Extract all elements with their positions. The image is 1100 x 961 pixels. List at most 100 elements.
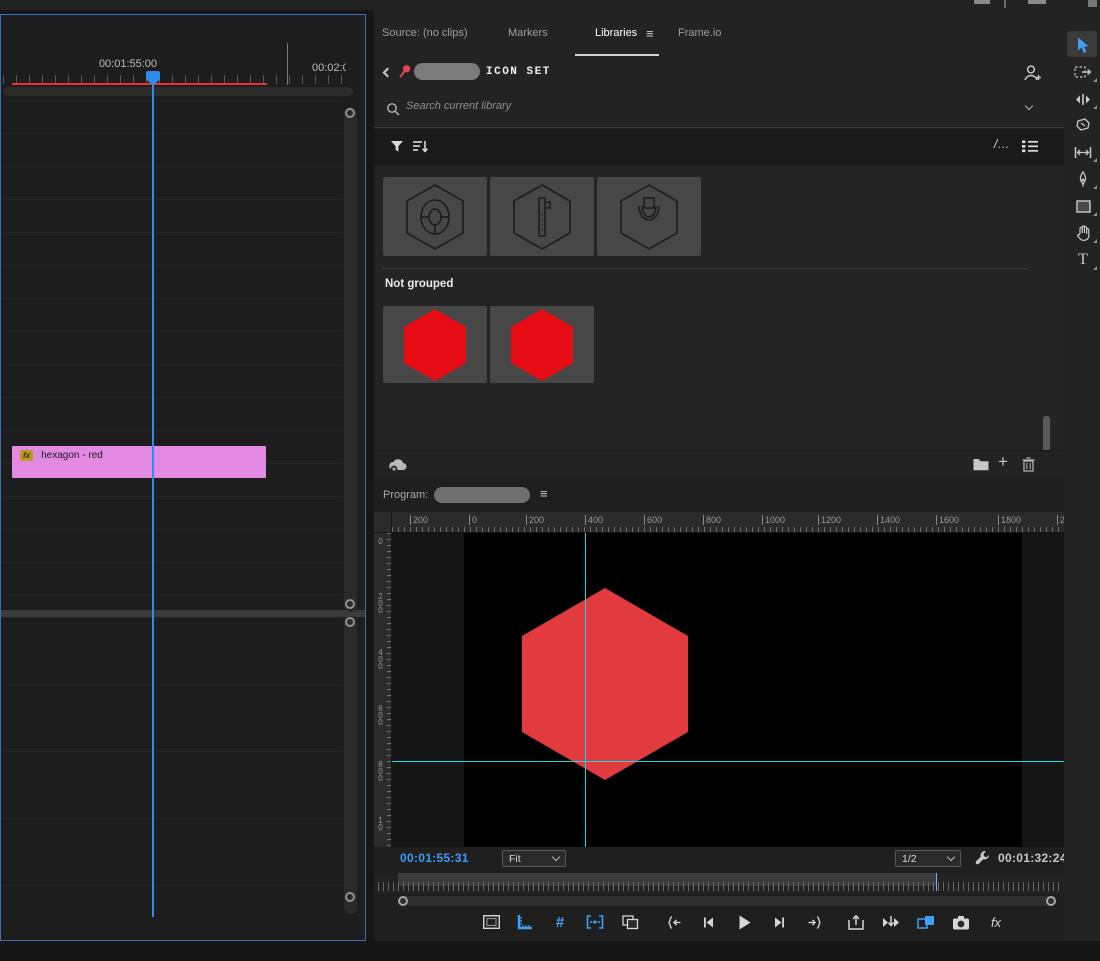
timeline-horizontal-scrollbar[interactable] [3,87,353,96]
tab-frameio[interactable]: Frame.io [678,27,722,39]
program-vertical-ruler: 0 200 400 600 800 10 [374,533,392,847]
guides-button[interactable]: # [555,913,565,931]
timeline-audio-scrollbar-bottom-handle[interactable] [345,892,355,902]
play-button[interactable] [729,908,759,936]
timeline-audio-tracks[interactable] [1,617,343,917]
timeline-track-divider[interactable] [1,610,365,617]
top-bar [0,0,1100,10]
program-zoom-scrollbar[interactable] [398,896,1056,906]
collaborator-invite-icon[interactable] [1022,63,1042,83]
tab-source[interactable]: Source: (no clips) [382,27,468,39]
lift-button[interactable] [841,908,871,936]
timeline-video-scrollbar[interactable] [344,107,357,612]
library-asset-steering-wheel-hexagon[interactable] [383,177,487,256]
library-scrollbar-thumb[interactable] [1043,416,1050,453]
timeline-video-tracks[interactable] [1,100,343,610]
filter-icon[interactable] [390,140,404,153]
rename-pattern-icon[interactable]: /… [994,137,1010,151]
list-view-icon[interactable] [1022,140,1038,153]
global-fx-mute-button[interactable]: fx [981,908,1011,936]
razor-tool[interactable] [1066,113,1100,137]
slip-tool[interactable] [1066,140,1100,164]
timeline-clip-hexagon-red[interactable]: fx hexagon - red [12,446,266,478]
search-input[interactable] [406,100,966,112]
subtool-indicator [1093,78,1097,82]
window-control-fragment[interactable] [974,0,990,4]
ripple-edit-tool[interactable] [1066,87,1100,111]
pin-icon[interactable] [398,64,412,80]
new-folder-icon[interactable] [973,458,989,471]
zoom-scrollbar-left-handle[interactable] [398,896,408,906]
extract-button[interactable] [876,908,906,936]
library-name-suffix[interactable]: ICON SET [486,66,551,78]
rulers-button[interactable] [510,908,540,936]
ruler-label: 600 [644,515,662,525]
guide-vertical[interactable] [585,533,586,847]
guide-horizontal[interactable] [392,761,1100,762]
cloud-sync-error-icon[interactable] [388,458,408,473]
ruler-label: 1200 [818,515,841,525]
step-back-button[interactable] [694,908,724,936]
timeline-playhead-line[interactable] [152,85,154,917]
ruler-label: 1800 [998,515,1021,525]
ruler-corner [374,512,392,533]
library-asset-caliper-hexagon[interactable] [490,177,594,256]
sort-icon[interactable] [412,140,429,153]
sequence-duration: 00:01:32:24 [998,851,1064,865]
library-content: Not grouped [374,166,1064,453]
frames-button[interactable] [615,908,645,936]
program-panel-menu-icon[interactable]: ≡ [540,486,548,501]
settings-wrench-icon[interactable] [975,850,991,866]
red-hexagon-graphic[interactable] [522,588,688,780]
go-to-out-icon [808,915,821,929]
timeline-video-scrollbar-top-handle[interactable] [345,108,355,118]
timeline-video-scrollbar-bottom-handle[interactable] [345,599,355,609]
step-forward-button[interactable] [764,908,794,936]
window-control-fragment[interactable] [1028,0,1046,4]
safe-margins-button[interactable] [476,908,506,936]
library-asset-red-hexagon-1[interactable] [383,306,487,383]
go-to-out-button[interactable] [799,908,829,936]
timeline-major-tick [287,43,288,85]
tab-markers[interactable]: Markers [508,27,548,39]
back-icon[interactable] [382,67,393,78]
current-timecode[interactable]: 00:01:55:31 [400,851,469,865]
razor-icon [1076,118,1090,131]
timeline-audio-scrollbar-top-handle[interactable] [345,617,355,627]
group-divider [383,268,1028,269]
mini-timeline-range-end [936,873,937,891]
pen-tool[interactable] [1066,167,1100,191]
zoom-scrollbar-right-handle[interactable] [1046,896,1056,906]
timeline-playhead-handle[interactable] [146,71,160,86]
timeline-ruler-ticks[interactable] [3,75,343,84]
library-asset-red-hexagon-2[interactable] [490,306,594,383]
library-asset-d-ring-hexagon[interactable] [597,177,701,256]
snap-in-program-button[interactable] [580,908,610,936]
tab-libraries[interactable]: Libraries [595,27,638,39]
libraries-panel-menu-icon[interactable]: ≡ [646,26,654,41]
render-bar-red [12,83,267,85]
timeline-audio-scrollbar[interactable] [344,616,357,914]
playback-resolution-value: 1/2 [902,852,917,865]
window-control-fragment[interactable] [1004,0,1006,8]
window-control-fragment[interactable] [1088,0,1097,7]
rectangle-icon [1075,199,1091,213]
selection-tool[interactable] [1066,33,1100,57]
comparison-view-button[interactable] [911,908,941,936]
go-to-in-button[interactable] [659,908,689,936]
hand-tool[interactable] [1066,221,1100,245]
clip-fx-badge: fx [20,450,34,461]
export-frame-button[interactable] [946,908,976,936]
program-viewport[interactable] [392,533,1064,847]
track-select-forward-tool[interactable] [1066,60,1100,84]
chevron-down-icon [946,852,956,862]
type-tool[interactable]: T [1066,248,1100,272]
add-item-icon[interactable]: + [998,452,1008,471]
search-scope-chevron-icon[interactable] [1024,101,1034,111]
playback-resolution-select[interactable]: 1/2 [895,850,961,867]
delete-trash-icon[interactable] [1022,457,1035,472]
rectangle-tool[interactable] [1066,194,1100,218]
program-mini-timeline[interactable] [374,873,1064,894]
zoom-level-select[interactable]: Fit [502,850,566,867]
d-ring-hexagon-icon [620,183,678,250]
